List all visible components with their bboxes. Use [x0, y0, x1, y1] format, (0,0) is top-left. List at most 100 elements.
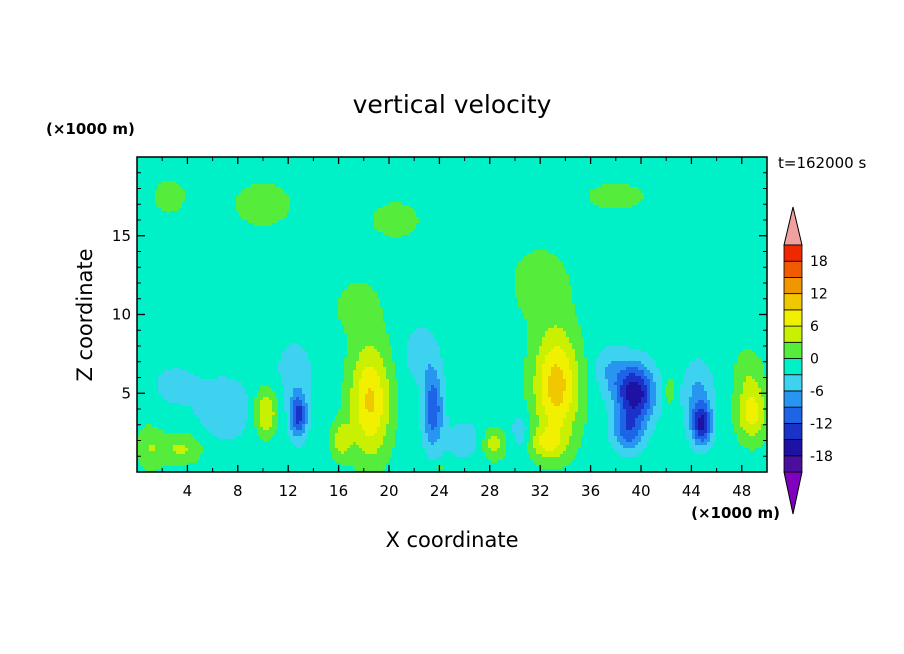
field-cell [653, 178, 657, 182]
field-cell [257, 211, 261, 215]
field-cell [359, 157, 363, 161]
field-cell [509, 208, 513, 212]
field-cell [689, 166, 693, 170]
field-cell [350, 211, 354, 215]
field-cell [380, 172, 384, 176]
field-cell [305, 178, 309, 182]
field-cell [608, 160, 612, 164]
field-cell [173, 184, 177, 188]
field-cell [230, 172, 234, 176]
field-cell [572, 211, 576, 215]
field-cell [722, 157, 726, 161]
field-cell [227, 214, 231, 218]
field-cell [257, 178, 261, 182]
field-cell [566, 163, 570, 167]
field-cell [341, 214, 345, 218]
field-cell [587, 205, 591, 209]
field-cell [725, 205, 729, 209]
field-cell [221, 202, 225, 206]
field-cell [524, 193, 528, 197]
field-cell [497, 184, 501, 188]
field-cell [662, 175, 666, 179]
field-cell [722, 175, 726, 179]
field-cell [347, 190, 351, 194]
field-cell [743, 208, 747, 212]
field-cell [392, 181, 396, 185]
field-cell [161, 190, 165, 194]
field-cell [725, 208, 729, 212]
field-cell [380, 193, 384, 197]
field-cell [335, 226, 339, 230]
field-cell [464, 223, 468, 227]
field-cell [710, 205, 714, 209]
field-cell [461, 226, 465, 230]
field-cell [527, 199, 531, 203]
field-cell [314, 181, 318, 185]
field-cell [404, 184, 408, 188]
field-cell [143, 157, 147, 161]
field-cell [278, 220, 282, 224]
field-cell [401, 190, 405, 194]
field-cell [296, 214, 300, 218]
field-cell [611, 178, 615, 182]
field-cell [464, 190, 468, 194]
field-cell [554, 199, 558, 203]
field-cell [665, 196, 669, 200]
field-cell [302, 172, 306, 176]
field-cell [137, 208, 141, 212]
field-cell [230, 226, 234, 230]
field-cell [305, 199, 309, 203]
field-cell [458, 178, 462, 182]
field-cell [290, 199, 294, 203]
field-cell [146, 172, 150, 176]
field-cell [746, 178, 750, 182]
field-cell [554, 211, 558, 215]
field-cell [683, 193, 687, 197]
field-cell [197, 196, 201, 200]
field-cell [335, 163, 339, 167]
field-cell [152, 214, 156, 218]
field-cell [686, 202, 690, 206]
field-cell [755, 169, 759, 173]
field-cell [329, 166, 333, 170]
field-cell [224, 217, 228, 221]
field-cell [467, 163, 471, 167]
field-cell [548, 163, 552, 167]
field-cell [455, 226, 459, 230]
field-cell [188, 175, 192, 179]
field-cell [437, 184, 441, 188]
field-cell [527, 226, 531, 230]
field-cell [371, 217, 375, 221]
field-cell [491, 223, 495, 227]
field-cell [497, 211, 501, 215]
field-cell [755, 184, 759, 188]
field-cell [731, 175, 735, 179]
field-cell [434, 205, 438, 209]
field-cell [647, 211, 651, 215]
field-cell [440, 205, 444, 209]
field-cell [293, 166, 297, 170]
field-cell [671, 157, 675, 161]
field-cell [491, 175, 495, 179]
field-cell [377, 208, 381, 212]
field-cell [743, 220, 747, 224]
field-cell [194, 175, 198, 179]
field-cell [317, 187, 321, 191]
field-cell [533, 214, 537, 218]
field-cell [560, 172, 564, 176]
field-cell [293, 184, 297, 188]
field-cell [302, 211, 306, 215]
field-cell [683, 184, 687, 188]
field-cell [731, 181, 735, 185]
field-cell [668, 214, 672, 218]
field-cell [377, 220, 381, 224]
field-cell [188, 208, 192, 212]
field-cell [749, 187, 753, 191]
field-cell [590, 181, 594, 185]
field-cell [176, 199, 180, 203]
field-cell [434, 172, 438, 176]
field-cell [539, 166, 543, 170]
field-cell [692, 163, 696, 167]
field-cell [623, 169, 627, 173]
field-cell [284, 205, 288, 209]
